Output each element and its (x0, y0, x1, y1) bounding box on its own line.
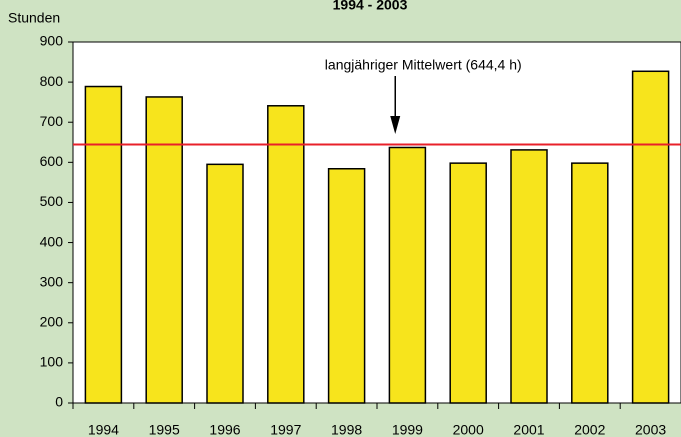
y-tick-label: 200 (40, 313, 64, 329)
x-tick-label: 1997 (270, 422, 301, 437)
x-tick-label: 2003 (635, 422, 666, 437)
y-tick-label: 0 (55, 394, 63, 410)
bar (571, 162, 609, 404)
bar (631, 70, 670, 404)
y-tick-label: 300 (40, 273, 64, 289)
bar (449, 162, 487, 404)
y-tick-label: 600 (40, 153, 64, 169)
x-tick-label: 2002 (574, 422, 605, 437)
bar (267, 105, 305, 404)
x-tick-label: 1994 (88, 422, 119, 437)
y-tick-label: 400 (40, 233, 64, 249)
y-tick-label: 800 (40, 73, 64, 89)
bar (84, 85, 123, 404)
x-tick-label: 1999 (392, 422, 423, 437)
y-tick-label: 100 (40, 354, 64, 370)
bar (145, 96, 183, 404)
bar (327, 168, 366, 404)
chart-title: 1994 - 2003 (333, 0, 408, 13)
x-tick-label: 1996 (209, 422, 240, 437)
reference-label: langjähriger Mittelwert (644,4 h) (325, 57, 522, 73)
bar (206, 163, 244, 404)
y-tick-label: 900 (40, 33, 64, 49)
x-tick-label: 2000 (453, 422, 484, 437)
x-tick-label: 1998 (331, 422, 362, 437)
x-tick-label: 2001 (513, 422, 544, 437)
y-tick-label: 700 (40, 113, 64, 129)
x-tick-label: 1995 (149, 422, 180, 437)
y-tick-label: 500 (40, 193, 64, 209)
arrow-head (390, 116, 401, 134)
bar (388, 146, 427, 404)
y-axis-label: Stunden (8, 10, 60, 26)
bar (510, 149, 548, 404)
